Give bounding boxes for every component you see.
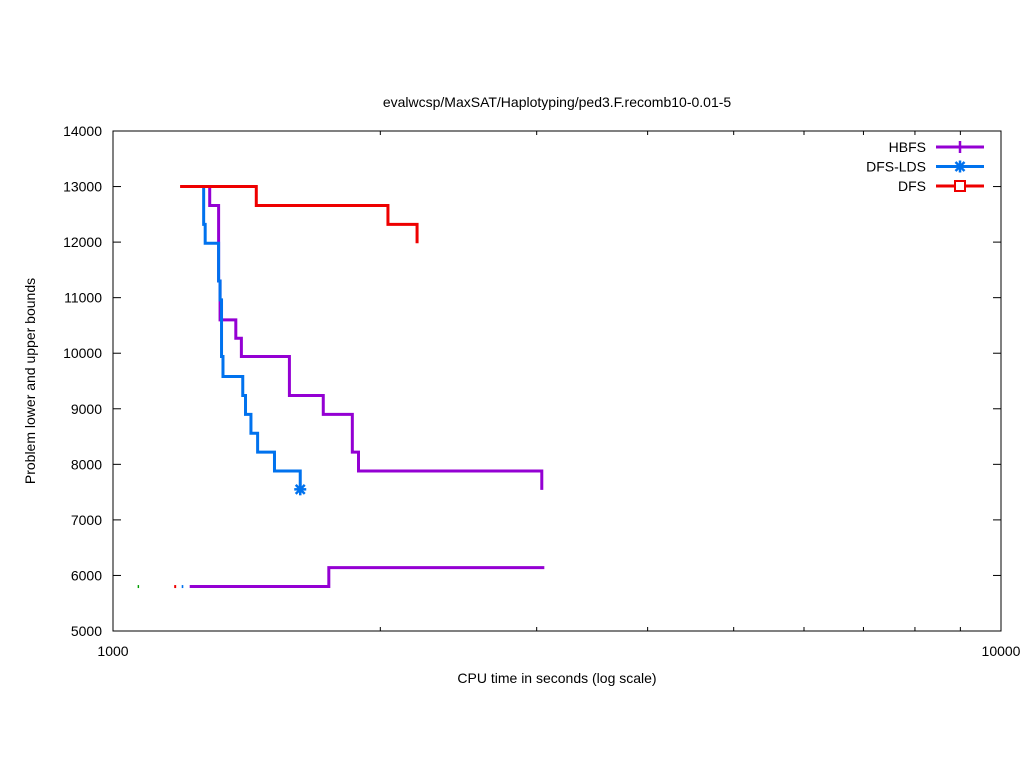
- legend-marker-dfs-lds: [954, 160, 966, 173]
- y-tick-label: 13000: [63, 179, 102, 195]
- series-lines: [137, 185, 545, 589]
- legend-label-dfs: DFS: [898, 178, 926, 194]
- x-axis-label: CPU time in seconds (log scale): [457, 670, 656, 686]
- y-tick-label: 8000: [71, 456, 102, 472]
- legend-label-hbfs: HBFS: [889, 139, 926, 155]
- legend-label-dfs-lds: DFS-LDS: [866, 159, 926, 175]
- y-tick-label: 12000: [63, 234, 102, 250]
- plot-border: [112, 130, 1002, 632]
- y-tick-label: 6000: [71, 567, 102, 583]
- y-tick-label: 11000: [64, 290, 102, 306]
- legend-marker-dfs: [954, 180, 966, 192]
- dfs-lds-upper-bound-line: [197, 185, 302, 490]
- legend-marker-hbfs: [954, 141, 966, 153]
- y-tick-label: 9000: [71, 401, 102, 417]
- hbfs-lower-bound-line: [189, 566, 545, 589]
- legend: HBFS DFS-LDS DFS: [866, 139, 984, 194]
- y-tick-label: 7000: [71, 512, 102, 528]
- y-axis-label: Problem lower and upper bounds: [22, 278, 38, 484]
- axis-ticks: 5000 6000 7000 8000 9000 10000 11000 12000 13000…: [63, 123, 1021, 659]
- y-tick-label: 14000: [63, 123, 102, 139]
- x-tick-label: 1000: [97, 643, 128, 659]
- dfs-upper-bound-line: [180, 185, 419, 244]
- y-tick-label: 10000: [63, 345, 102, 361]
- hbfs-upper-bound-line: [203, 185, 544, 490]
- x-tick-label: 10000: [982, 643, 1021, 659]
- chart-title: evalwcsp/MaxSAT/Haplotyping/ped3.F.recom…: [383, 94, 732, 110]
- y-tick-label: 5000: [71, 623, 102, 639]
- dfs-lds-end-marker: [294, 483, 307, 496]
